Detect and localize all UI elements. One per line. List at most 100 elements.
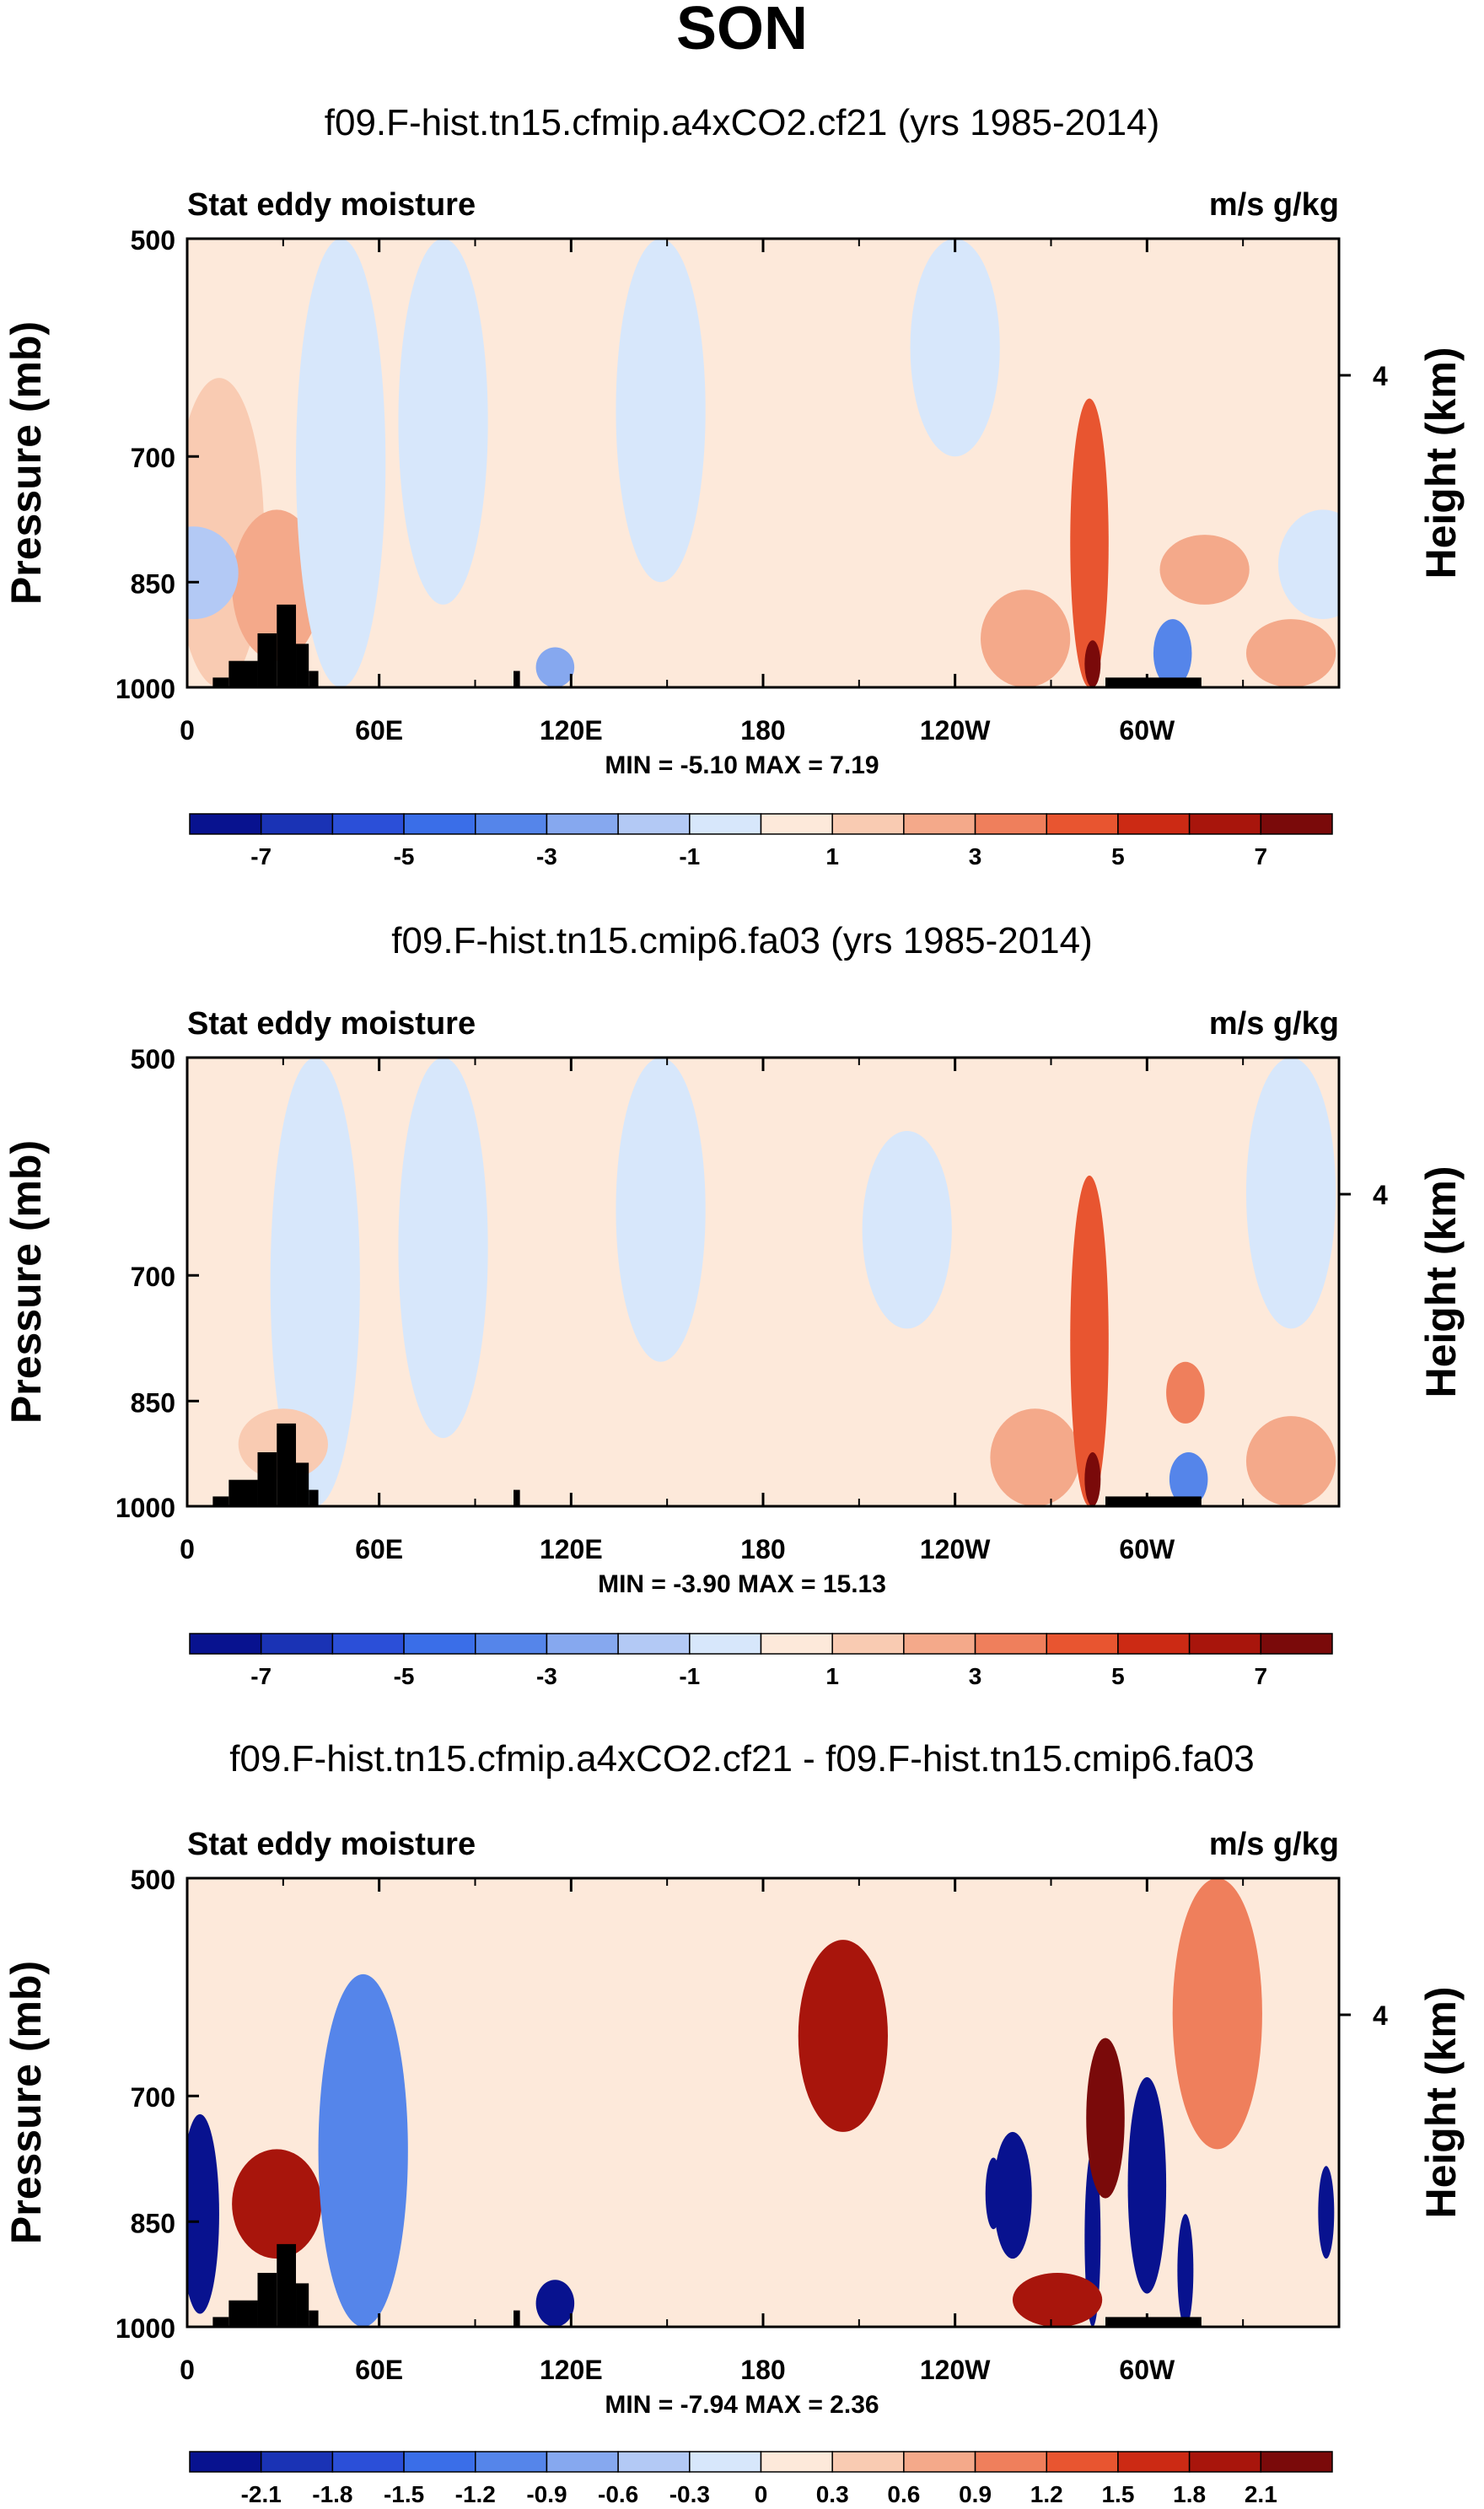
contour-blob bbox=[910, 239, 1000, 457]
contour-blob bbox=[985, 2157, 1002, 2230]
colorbar-label: -3 bbox=[536, 1663, 557, 1689]
x-tick-label: 60E bbox=[355, 1534, 403, 1564]
contour-blob bbox=[798, 1940, 888, 2132]
colorbar-label: -0.9 bbox=[526, 2481, 567, 2507]
y-tick-label-right: 4 bbox=[1373, 361, 1388, 391]
colorbar-label: -5 bbox=[394, 843, 415, 870]
land-mask bbox=[257, 633, 277, 687]
colorbar-swatch bbox=[546, 2451, 619, 2473]
land-mask bbox=[257, 1452, 277, 1506]
heatmap-field bbox=[187, 1058, 1339, 1506]
colorbar-swatch bbox=[331, 1633, 405, 1655]
colorbar-swatch bbox=[475, 1633, 548, 1655]
colorbar-swatch bbox=[760, 1633, 833, 1655]
colorbar-swatch bbox=[260, 2451, 334, 2473]
colorbar-label: 7 bbox=[1255, 1663, 1268, 1689]
y-axis-title: Pressure (mb) bbox=[3, 1140, 50, 1424]
colorbar-label: 2.1 bbox=[1245, 2481, 1277, 2507]
contour-blob bbox=[1169, 1452, 1208, 1506]
colorbar-label: 5 bbox=[1111, 843, 1125, 870]
x-tick-label: 60E bbox=[355, 715, 403, 746]
y-tick-label-right: 4 bbox=[1373, 1180, 1388, 1210]
x-tick-label: 60W bbox=[1119, 1534, 1175, 1564]
y-tick-label: 850 bbox=[131, 2208, 175, 2238]
land-mask bbox=[309, 1489, 319, 1506]
x-tick-label: 60W bbox=[1119, 715, 1175, 746]
colorbar-swatch bbox=[760, 2451, 833, 2473]
x-tick-label: 120E bbox=[540, 2355, 603, 2385]
colorbar-swatch bbox=[331, 2451, 405, 2473]
colorbar-swatch bbox=[1260, 2451, 1333, 2473]
contour-blob bbox=[1245, 1416, 1336, 1506]
colorbar-label: 1.5 bbox=[1101, 2481, 1134, 2507]
heatmap-field bbox=[187, 239, 1339, 687]
colorbar-swatch bbox=[831, 2451, 905, 2473]
land-mask bbox=[1105, 677, 1202, 687]
contour-blob bbox=[535, 647, 575, 687]
colorbar-label: -7 bbox=[250, 843, 272, 870]
land-mask bbox=[212, 677, 229, 687]
colorbar-swatch bbox=[1117, 1633, 1191, 1655]
colorbar-label: -1 bbox=[679, 1663, 700, 1689]
colorbar-label: 1 bbox=[825, 1663, 839, 1689]
heatmap-field bbox=[187, 1878, 1339, 2327]
page-title: SON bbox=[676, 0, 808, 62]
colorbar-label: 0.6 bbox=[887, 2481, 920, 2507]
land-mask bbox=[1105, 2317, 1202, 2327]
contour-blob bbox=[616, 1058, 706, 1362]
left-corner-label: Stat eddy moisture bbox=[187, 187, 476, 223]
contour-blob bbox=[862, 1130, 952, 1329]
colorbar-swatch bbox=[617, 2451, 691, 2473]
left-corner-label: Stat eddy moisture bbox=[187, 1006, 476, 1042]
colorbar-label: -1 bbox=[679, 843, 700, 870]
contour-blob bbox=[191, 2166, 208, 2259]
right-corner-label: m/s g/kg bbox=[1209, 1827, 1339, 1862]
land-mask bbox=[513, 2310, 520, 2327]
min-max-stats: MIN = -5.10 MAX = 7.19 bbox=[605, 751, 879, 779]
contour-blob bbox=[1318, 2166, 1335, 2259]
colorbar-swatch bbox=[689, 813, 762, 835]
colorbar-label: 3 bbox=[969, 843, 982, 870]
y-tick-label: 500 bbox=[131, 225, 175, 256]
contour-blob bbox=[398, 1058, 488, 1439]
min-max-stats: MIN = -3.90 MAX = 15.13 bbox=[598, 1570, 886, 1598]
colorbar-swatch bbox=[1046, 2451, 1119, 2473]
land-mask bbox=[296, 2283, 309, 2327]
land-mask bbox=[229, 2300, 258, 2327]
panel-title: f09.F-hist.tn15.cfmip.a4xCO2.cf21 (yrs 1… bbox=[325, 102, 1159, 143]
x-tick-label: 120W bbox=[920, 1534, 991, 1564]
contour-blob bbox=[1277, 509, 1339, 620]
contour-blob bbox=[1012, 2273, 1103, 2327]
colorbar-label: -0.6 bbox=[598, 2481, 638, 2507]
colorbar-swatch bbox=[260, 813, 334, 835]
colorbar-swatch bbox=[475, 813, 548, 835]
colorbar-label: -0.3 bbox=[669, 2481, 710, 2507]
land-mask bbox=[296, 643, 309, 687]
colorbar-swatch bbox=[403, 813, 476, 835]
colorbar-swatch bbox=[1260, 1633, 1333, 1655]
y-tick-label-right: 4 bbox=[1373, 2000, 1388, 2031]
colorbar-label: -5 bbox=[394, 1663, 415, 1689]
colorbar-swatch bbox=[974, 1633, 1047, 1655]
colorbar-swatch bbox=[1188, 813, 1262, 835]
contour-blob bbox=[990, 1408, 1080, 1506]
chart-panel-1: f09.F-hist.tn15.cfmip.a4xCO2.cf21 (yrs 1… bbox=[3, 102, 1465, 870]
colorbar-swatch bbox=[1046, 1633, 1119, 1655]
land-mask bbox=[309, 2310, 319, 2327]
colorbar-label: 3 bbox=[969, 1663, 982, 1689]
colorbar-swatch bbox=[974, 813, 1047, 835]
contour-blob bbox=[1127, 2076, 1167, 2294]
x-tick-label: 180 bbox=[740, 1534, 785, 1564]
contour-blob bbox=[296, 239, 386, 687]
colorbar-swatch bbox=[403, 2451, 476, 2473]
colorbar-swatch bbox=[831, 1633, 905, 1655]
contour-blob bbox=[981, 590, 1071, 687]
colorbar-swatch bbox=[903, 813, 976, 835]
chart-panel-3: f09.F-hist.tn15.cfmip.a4xCO2.cf21 - f09.… bbox=[3, 1738, 1465, 2507]
land-mask bbox=[309, 670, 319, 687]
land-mask bbox=[277, 1423, 297, 1506]
colorbar-swatch bbox=[1188, 1633, 1262, 1655]
x-tick-label: 120E bbox=[540, 1534, 603, 1564]
colorbar-swatch bbox=[689, 1633, 762, 1655]
